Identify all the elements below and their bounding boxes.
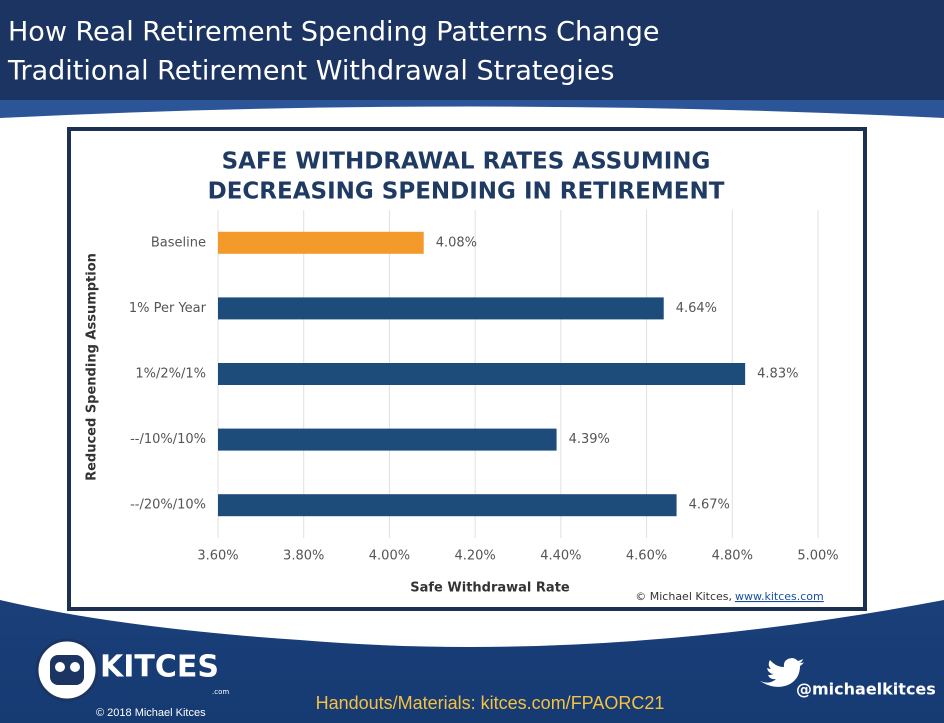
y-tick-label: 1% Per Year bbox=[129, 301, 207, 316]
bar bbox=[218, 297, 664, 320]
value-label: 4.64% bbox=[676, 301, 717, 316]
value-label: 4.08% bbox=[436, 235, 477, 250]
x-tick-label: 4.60% bbox=[626, 549, 667, 564]
chart-title: DECREASING SPENDING IN RETIREMENT bbox=[208, 179, 725, 205]
x-tick-label: 5.00% bbox=[797, 549, 838, 564]
bar bbox=[218, 363, 746, 385]
bar bbox=[218, 428, 557, 451]
twitter-handle[interactable]: @michaelkitces bbox=[796, 680, 936, 699]
logo-eye bbox=[70, 662, 80, 672]
slide-title: Traditional Retirement Withdrawal Strate… bbox=[7, 56, 614, 87]
logo-sub: .com bbox=[212, 688, 229, 696]
x-tick-label: 4.00% bbox=[369, 549, 410, 564]
x-tick-label: 4.80% bbox=[712, 549, 753, 564]
value-label: 4.67% bbox=[689, 498, 730, 513]
logo-text: KITCES bbox=[100, 650, 219, 685]
bar bbox=[218, 494, 677, 517]
x-axis-label: Safe Withdrawal Rate bbox=[410, 581, 570, 596]
y-tick-label: --/10%/10% bbox=[130, 432, 206, 447]
value-label: 4.83% bbox=[757, 367, 798, 382]
y-axis-label: Reduced Spending Assumption bbox=[85, 253, 100, 481]
bar bbox=[218, 231, 424, 254]
chart-credit: © Michael Kitces, bbox=[635, 590, 732, 603]
chart: SAFE WITHDRAWAL RATES ASSUMING DECREASING… bbox=[85, 149, 839, 604]
slide-title: How Real Retirement Spending Patterns Ch… bbox=[8, 17, 659, 48]
chart-credit-link: www.kitces.com bbox=[735, 590, 824, 603]
x-tick-label: 3.60% bbox=[197, 549, 238, 564]
y-tick-label: Baseline bbox=[151, 235, 206, 250]
copyright: © 2018 Michael Kitces bbox=[96, 707, 206, 719]
y-tick-label: --/20%/10% bbox=[130, 498, 206, 513]
x-tick-label: 4.20% bbox=[454, 549, 495, 564]
chart-title: SAFE WITHDRAWAL RATES ASSUMING bbox=[222, 149, 711, 175]
handouts-link[interactable]: Handouts/Materials: kitces.com/FPAORC21 bbox=[316, 693, 665, 713]
title-bar bbox=[0, 0, 944, 100]
y-tick-label: 1%/2%/1% bbox=[135, 367, 206, 382]
twitter-icon bbox=[760, 658, 804, 687]
x-tick-label: 3.80% bbox=[283, 549, 324, 564]
value-label: 4.39% bbox=[569, 432, 610, 447]
x-tick-label: 4.40% bbox=[540, 549, 581, 564]
logo-eye bbox=[55, 662, 65, 672]
